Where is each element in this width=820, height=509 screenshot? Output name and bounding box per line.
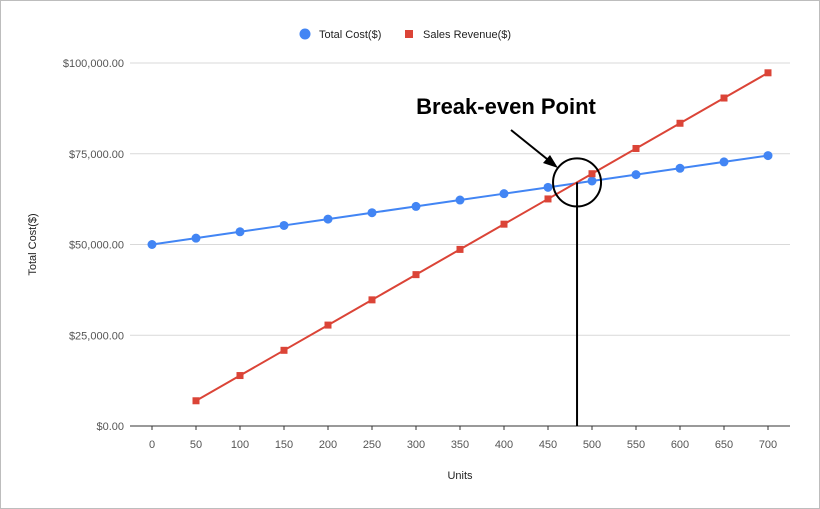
- data-point: [368, 296, 376, 304]
- y-tick-label: $75,000.00: [69, 149, 124, 161]
- data-point: [279, 220, 289, 230]
- y-tick-label: $25,000.00: [69, 330, 124, 342]
- data-point: [588, 170, 596, 178]
- annotation-arrow-shaft: [510, 129, 553, 164]
- x-tick-label: 350: [451, 439, 469, 451]
- data-point: [323, 214, 333, 224]
- data-point: [411, 201, 421, 211]
- grid-lines: [130, 62, 790, 336]
- x-tick-label: 250: [363, 439, 381, 451]
- legend-marker-total-cost: [299, 28, 311, 40]
- series-layer: [147, 69, 773, 405]
- data-point: [500, 220, 508, 228]
- data-point: [147, 240, 157, 249]
- data-point: [543, 182, 553, 192]
- data-point: [235, 227, 245, 237]
- x-tick-label: 550: [627, 439, 645, 451]
- data-point: [191, 233, 201, 243]
- data-point: [544, 195, 552, 203]
- y-axis-title: Total Cost($): [27, 213, 39, 275]
- data-point: [676, 119, 684, 127]
- data-point: [763, 151, 773, 161]
- annotation-arrow-head: [543, 155, 558, 168]
- x-tick-label: 50: [190, 439, 202, 451]
- data-point: [367, 208, 377, 218]
- data-point: [236, 372, 244, 380]
- x-axis-title: Units: [447, 470, 473, 482]
- x-tick-label: 200: [319, 439, 337, 451]
- break-even-circle: [552, 157, 603, 208]
- series-line: [195, 71, 769, 402]
- axes: $0.00 $25,000.00 $50,000.00 $75,000.00 $100,…: [63, 58, 790, 451]
- break-even-label: Break-even Point: [416, 94, 596, 119]
- data-point: [280, 346, 288, 354]
- data-point: [456, 245, 464, 253]
- y-tick-label: $100,000.00: [63, 58, 124, 70]
- legend-label-total-cost: Total Cost($): [319, 29, 381, 41]
- data-point: [764, 69, 772, 77]
- data-point: [412, 271, 420, 279]
- data-point: [192, 397, 200, 405]
- x-tick-label: 150: [275, 439, 293, 451]
- y-tick-label: $0.00: [96, 421, 124, 433]
- x-tick-label: 300: [407, 439, 425, 451]
- data-point: [455, 195, 465, 205]
- data-point: [675, 163, 685, 173]
- x-tick-label: 600: [671, 439, 689, 451]
- data-point: [720, 94, 728, 102]
- x-tick-label: 0: [149, 439, 155, 451]
- series-total-cost: [147, 151, 773, 249]
- data-point: [632, 144, 640, 152]
- x-tick-label: 400: [495, 439, 513, 451]
- x-tick-label: 700: [759, 439, 777, 451]
- x-tick-label: 450: [539, 439, 557, 451]
- y-tick-label: $50,000.00: [69, 240, 124, 252]
- break-even-annotation: Break-even Point: [416, 94, 603, 426]
- legend-label-sales-revenue: Sales Revenue($): [423, 29, 511, 41]
- series-sales-revenue: [192, 69, 772, 405]
- data-point: [587, 176, 597, 186]
- legend: Total Cost($) Sales Revenue($): [299, 28, 511, 41]
- data-point: [719, 157, 729, 167]
- data-point: [631, 170, 641, 180]
- x-tick-label: 100: [231, 439, 249, 451]
- x-tick-label: 500: [583, 439, 601, 451]
- data-point: [324, 321, 332, 329]
- data-point: [499, 189, 509, 199]
- legend-marker-sales-revenue: [405, 30, 413, 38]
- x-tick-label: 650: [715, 439, 733, 451]
